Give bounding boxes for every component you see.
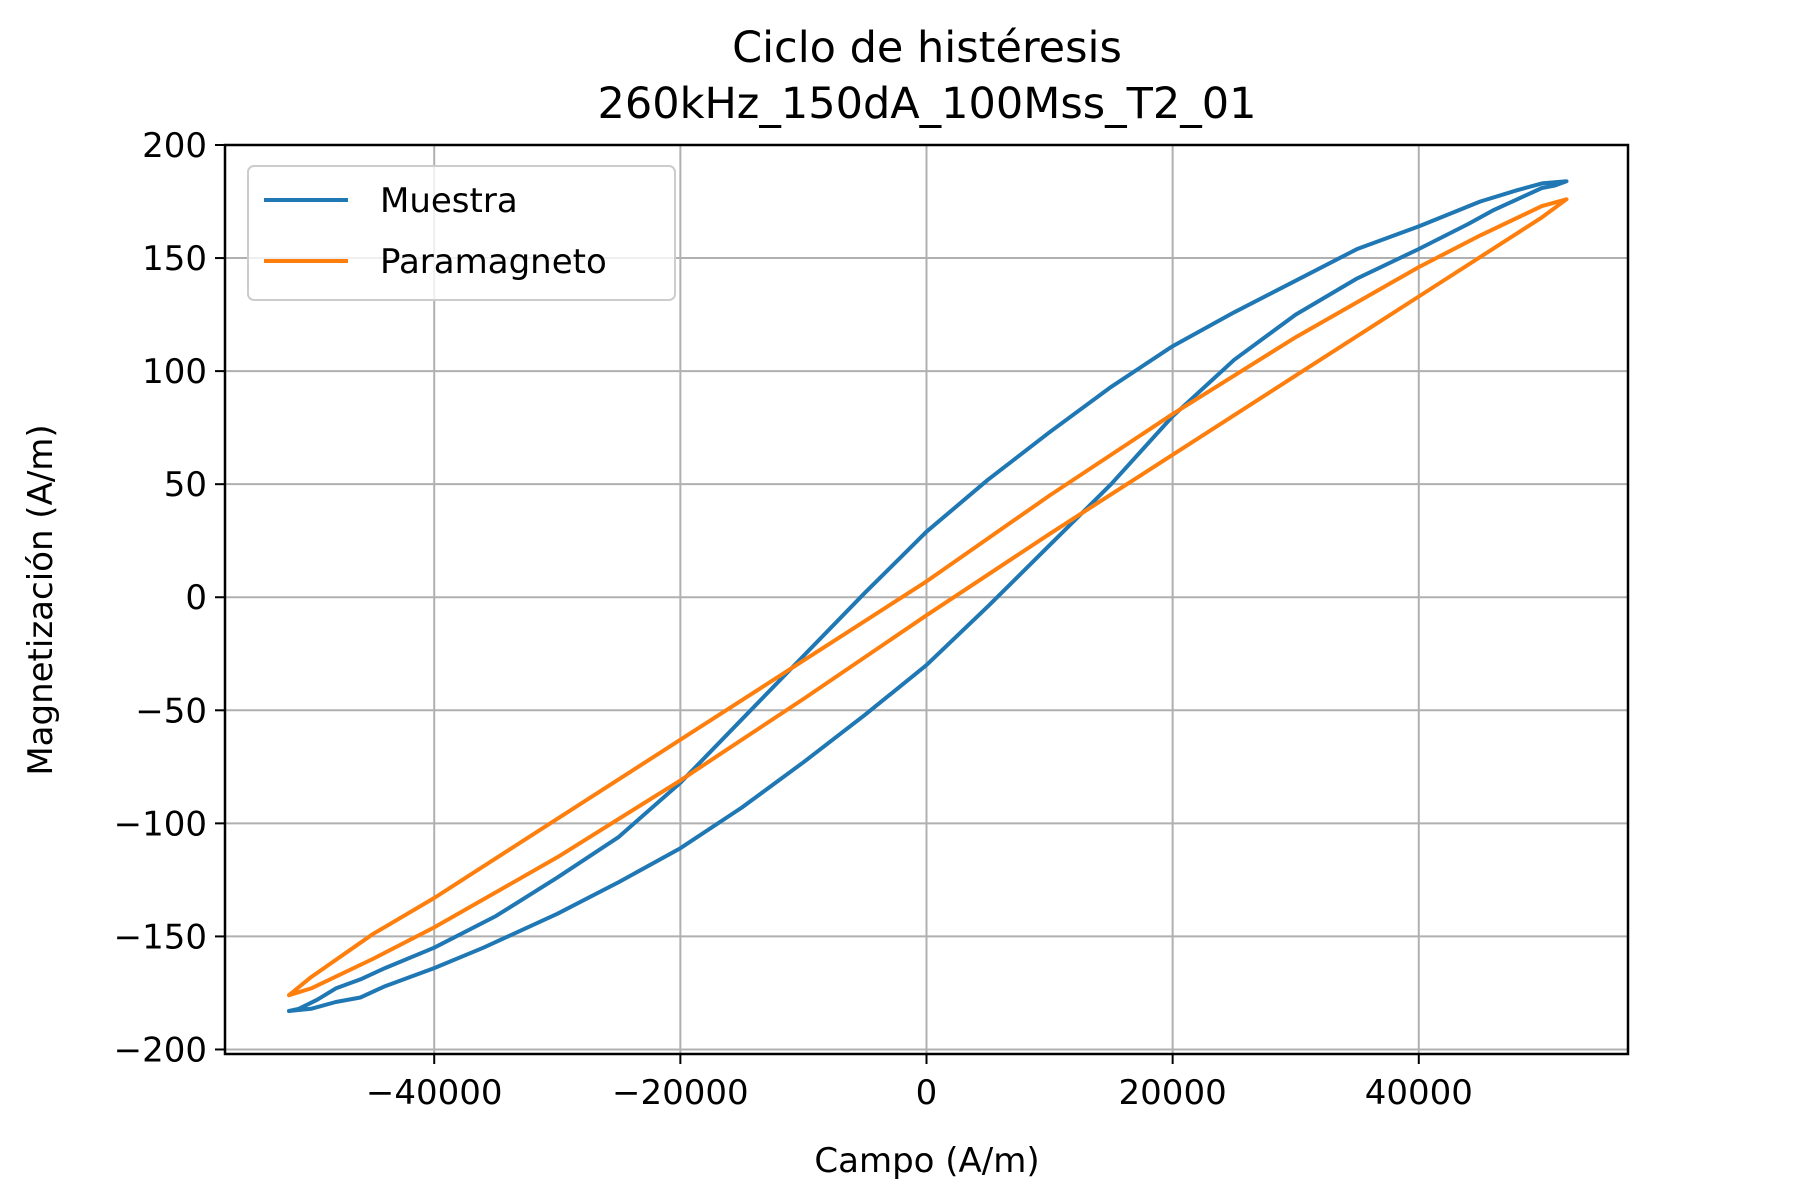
y-tick-label: −100 (114, 804, 207, 844)
x-axis-label: Campo (A/m) (814, 1141, 1039, 1181)
series-line-muestra (287, 179, 1569, 1013)
series-layer (287, 179, 1569, 1013)
legend-box (247, 165, 676, 301)
x-tick-label: −20000 (612, 1073, 749, 1113)
x-tick-label: −40000 (366, 1073, 503, 1113)
series-line-paramagneto (287, 197, 1569, 998)
legend-label-paramagneto: Paramagneto (380, 242, 607, 282)
x-tick-label: 20000 (1119, 1073, 1227, 1113)
x-tick-label: 0 (916, 1073, 938, 1113)
y-tick-label: −150 (114, 917, 207, 957)
legend-label-muestra: Muestra (380, 181, 518, 221)
x-tick-label: 40000 (1365, 1073, 1473, 1113)
ticks: −40000 −20000 0 20000 40000 −200 −150 −100 −50 0 5… (114, 126, 1473, 1113)
y-tick-label: 100 (142, 352, 207, 392)
y-tick-label: 150 (142, 239, 207, 279)
y-tick-label: 200 (142, 126, 207, 166)
y-axis-label: Magnetización (A/m) (21, 424, 61, 775)
y-tick-label: 0 (185, 578, 207, 618)
legend: Muestra Paramagneto (247, 165, 676, 301)
y-tick-label: 50 (164, 465, 207, 505)
y-tick-label: −50 (135, 691, 207, 731)
chart-title: Ciclo de histéresis (732, 23, 1122, 73)
chart-subtitle: 260kHz_150dA_100Mss_T2_01 (598, 79, 1257, 129)
y-tick-label: −200 (114, 1030, 207, 1070)
